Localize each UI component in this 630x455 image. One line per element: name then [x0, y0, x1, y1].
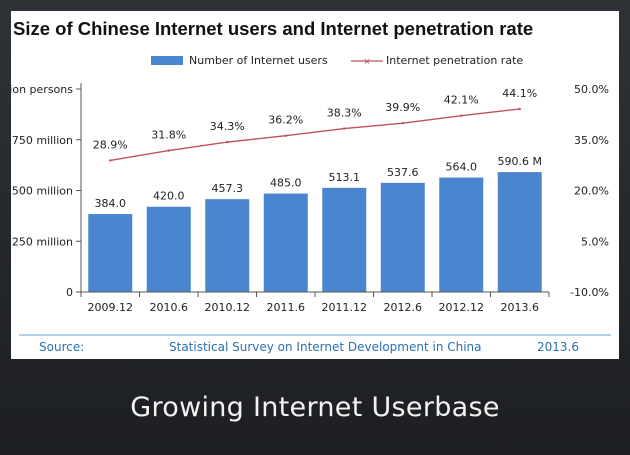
bar-value-label: 564.0	[446, 161, 478, 174]
legend-line-marker: ×	[364, 56, 370, 68]
bar-value-label: 485.0	[270, 177, 302, 190]
x-axis: 2009.12 2010.6 2010.12 2011.6 2011.12 2012.6 2…	[80, 291, 550, 314]
source-text: Statistical Survey on Internet Developme…	[169, 340, 482, 354]
x-tick-label: 2012.6	[384, 301, 423, 314]
bar-value-labels: 384.0 420.0 457.3 485.0 513.1 537.6 564.0 590.6…	[95, 155, 542, 210]
x-tick-label: 2010.12	[205, 301, 251, 314]
line-point	[167, 149, 170, 152]
source-date: 2013.6	[537, 340, 579, 354]
left-axis: 0 250 million 500 million 750 million 1 bill…	[11, 83, 82, 299]
line-point	[343, 127, 346, 130]
bar-value-label: 384.0	[95, 197, 127, 210]
legend: Number of Internet users × Internet pene…	[151, 54, 523, 68]
bar	[322, 187, 367, 292]
right-tick-label: 20.0%	[574, 185, 609, 198]
line-point	[284, 134, 287, 137]
line-point	[226, 140, 229, 144]
line-value-labels: 28.9% 31.8% 34.3% 36.2% 38.3% 39.9% 42.1% 44.1%	[93, 87, 537, 151]
x-tick-label: 2011.12	[322, 301, 368, 314]
bar	[88, 214, 133, 292]
bar-value-label: 590.6 M	[498, 155, 542, 168]
line-point	[518, 107, 521, 111]
line-value-label: 28.9%	[93, 138, 128, 151]
source-label: Source:	[39, 340, 84, 354]
line-point	[460, 114, 463, 117]
right-tick-label: 50.0%	[574, 83, 609, 96]
left-tick-label: 250 million	[12, 235, 73, 248]
line-value-label: 36.2%	[268, 114, 303, 127]
right-tick-label: 35.0%	[574, 134, 609, 147]
penetration-line	[110, 108, 520, 162]
left-tick-label: 1 billion persons	[11, 83, 73, 96]
line-value-label: 31.8%	[151, 129, 186, 142]
bar-value-label: 457.3	[212, 182, 244, 195]
bar	[146, 206, 191, 292]
chart-title: Size of Chinese Internet users and Inter…	[13, 18, 533, 39]
line-value-label: 39.9%	[385, 101, 420, 114]
combo-chart: Size of Chinese Internet users and Inter…	[11, 18, 611, 354]
bar	[205, 199, 250, 292]
line-value-label: 44.1%	[502, 87, 537, 100]
line-series	[109, 107, 521, 162]
chart-card: Size of Chinese Internet users and Inter…	[11, 11, 619, 359]
right-tick-label: -10.0%	[570, 286, 609, 299]
x-tick-label: 2012.12	[439, 301, 485, 314]
bar	[497, 172, 542, 292]
bar-series	[88, 172, 542, 292]
bar	[263, 193, 308, 292]
legend-bar-label: Number of Internet users	[189, 54, 328, 67]
line-value-label: 42.1%	[444, 94, 479, 107]
left-tick-label: 0	[66, 286, 73, 299]
line-value-label: 38.3%	[327, 107, 362, 120]
bar-value-label: 420.0	[153, 190, 185, 203]
slide-caption: Growing Internet Userbase	[130, 392, 500, 423]
x-tick-label: 2010.6	[150, 301, 189, 314]
left-tick-label: 750 million	[12, 134, 73, 147]
bar-value-label: 537.6	[387, 166, 419, 179]
right-axis: -10.0% 5.0% 20.0% 35.0% 50.0%	[570, 83, 609, 299]
left-tick-label: 500 million	[12, 185, 73, 198]
bar	[380, 182, 425, 292]
right-tick-label: 5.0%	[581, 235, 609, 248]
x-tick-label: 2011.6	[267, 301, 306, 314]
bar	[439, 177, 484, 292]
legend-line-label: Internet penetration rate	[386, 54, 523, 67]
x-tick-label: 2013.6	[501, 301, 540, 314]
line-point	[401, 121, 404, 125]
line-point	[109, 159, 112, 162]
x-tick-label: 2009.12	[88, 301, 134, 314]
legend-bar-swatch	[151, 56, 183, 65]
line-value-label: 34.3%	[210, 120, 245, 133]
bar-value-label: 513.1	[329, 171, 361, 184]
